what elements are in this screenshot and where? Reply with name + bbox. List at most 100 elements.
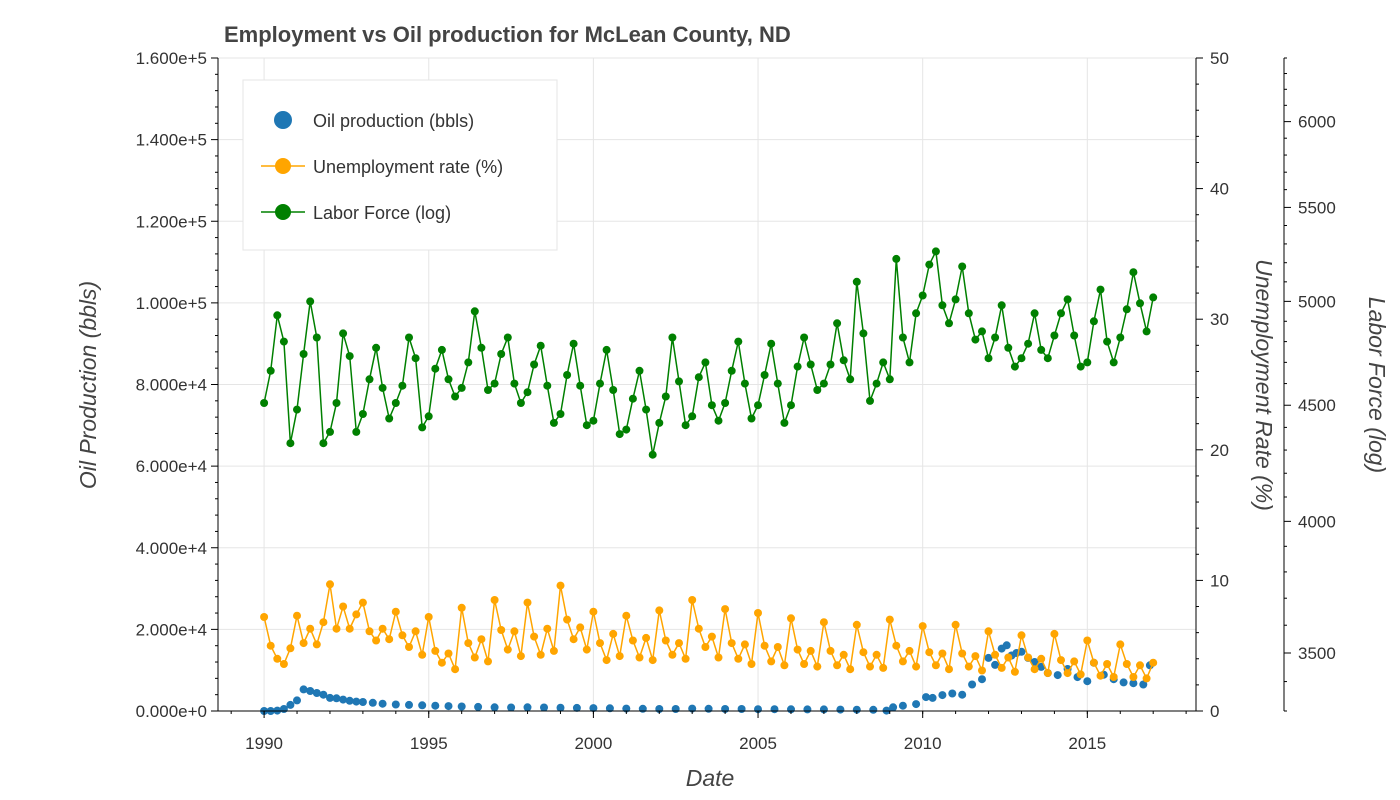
data-point	[332, 694, 341, 703]
legend-marker	[275, 204, 291, 220]
data-point	[536, 650, 545, 659]
data-point	[332, 624, 341, 633]
data-point	[978, 675, 986, 684]
data-point	[938, 649, 947, 658]
right-axis-label-unemployment: Unemployment Rate (%)	[1251, 259, 1277, 511]
data-point	[819, 379, 828, 388]
data-point	[477, 343, 486, 352]
data-point	[503, 645, 512, 654]
data-point	[418, 423, 427, 432]
data-point	[1083, 677, 1092, 686]
data-point	[418, 650, 427, 659]
data-point	[912, 700, 921, 709]
data-point	[391, 607, 400, 616]
data-point	[638, 704, 647, 713]
data-point	[905, 358, 914, 367]
data-point	[1129, 679, 1138, 688]
data-point	[767, 657, 776, 666]
data-point	[391, 700, 400, 709]
data-point	[484, 386, 492, 394]
data-point	[378, 383, 387, 392]
data-point	[971, 652, 980, 661]
data-point	[767, 339, 776, 348]
data-point	[464, 358, 473, 367]
data-point	[1136, 299, 1144, 308]
data-point	[635, 653, 644, 662]
data-point	[721, 399, 730, 407]
data-point	[1004, 343, 1013, 352]
data-point	[931, 661, 940, 670]
data-point	[536, 341, 545, 350]
data-point	[707, 632, 716, 641]
data-point	[681, 654, 690, 663]
data-point	[971, 335, 980, 344]
data-point	[852, 705, 861, 714]
data-point	[411, 627, 420, 636]
data-point	[997, 301, 1006, 310]
data-point	[352, 697, 361, 706]
right-tick-label-labor-force: 3500	[1298, 644, 1336, 663]
data-point	[806, 360, 815, 369]
legend-label: Labor Force (log)	[313, 203, 451, 223]
data-point	[760, 371, 769, 379]
data-point	[312, 640, 321, 649]
data-point	[530, 632, 539, 641]
data-point	[398, 381, 407, 390]
left-tick-label: 6.000e+4	[136, 457, 207, 476]
data-point	[885, 375, 894, 384]
data-point	[563, 615, 572, 624]
data-point	[444, 702, 453, 711]
data-point	[734, 337, 743, 346]
data-point	[576, 623, 585, 632]
data-point	[931, 247, 940, 256]
data-point	[582, 645, 591, 654]
data-point	[1030, 665, 1039, 674]
data-point	[918, 622, 927, 631]
data-point	[358, 410, 367, 418]
data-point	[1119, 678, 1128, 687]
data-point	[780, 661, 789, 670]
left-tick-label: 2.000e+4	[136, 620, 207, 639]
data-point	[747, 414, 756, 423]
data-point	[345, 696, 354, 705]
data-point	[1002, 641, 1011, 650]
data-point	[319, 690, 328, 699]
data-point	[516, 399, 525, 407]
data-point	[293, 405, 301, 414]
data-point	[1103, 660, 1112, 668]
right-tick-label-unemployment: 0	[1210, 702, 1219, 721]
data-point	[964, 309, 973, 318]
data-point	[889, 703, 898, 712]
series-line	[263, 248, 1154, 455]
left-tick-label: 1.200e+5	[136, 212, 207, 231]
data-point	[859, 648, 868, 657]
data-point	[339, 695, 348, 704]
data-point	[879, 663, 888, 672]
data-point	[405, 700, 413, 709]
data-point	[707, 401, 716, 410]
right-tick-label-labor-force: 5000	[1298, 292, 1336, 311]
data-point	[1129, 673, 1138, 681]
data-point	[540, 703, 548, 712]
data-point	[319, 618, 328, 627]
data-point	[589, 416, 598, 425]
data-point	[286, 439, 295, 448]
x-tick-label: 1990	[245, 734, 283, 753]
data-point	[1017, 354, 1026, 363]
data-point	[727, 639, 736, 648]
data-point	[497, 626, 506, 634]
data-point	[464, 639, 473, 648]
data-point	[846, 375, 855, 384]
data-point	[279, 660, 288, 668]
data-point	[958, 262, 967, 271]
data-point	[839, 650, 848, 659]
data-point	[760, 641, 769, 650]
data-point	[948, 689, 957, 698]
data-point	[727, 366, 736, 375]
data-point	[279, 337, 288, 346]
data-point	[866, 662, 874, 671]
data-point	[490, 703, 499, 712]
data-point	[675, 377, 683, 386]
data-point	[1089, 658, 1098, 667]
data-point	[490, 596, 499, 604]
